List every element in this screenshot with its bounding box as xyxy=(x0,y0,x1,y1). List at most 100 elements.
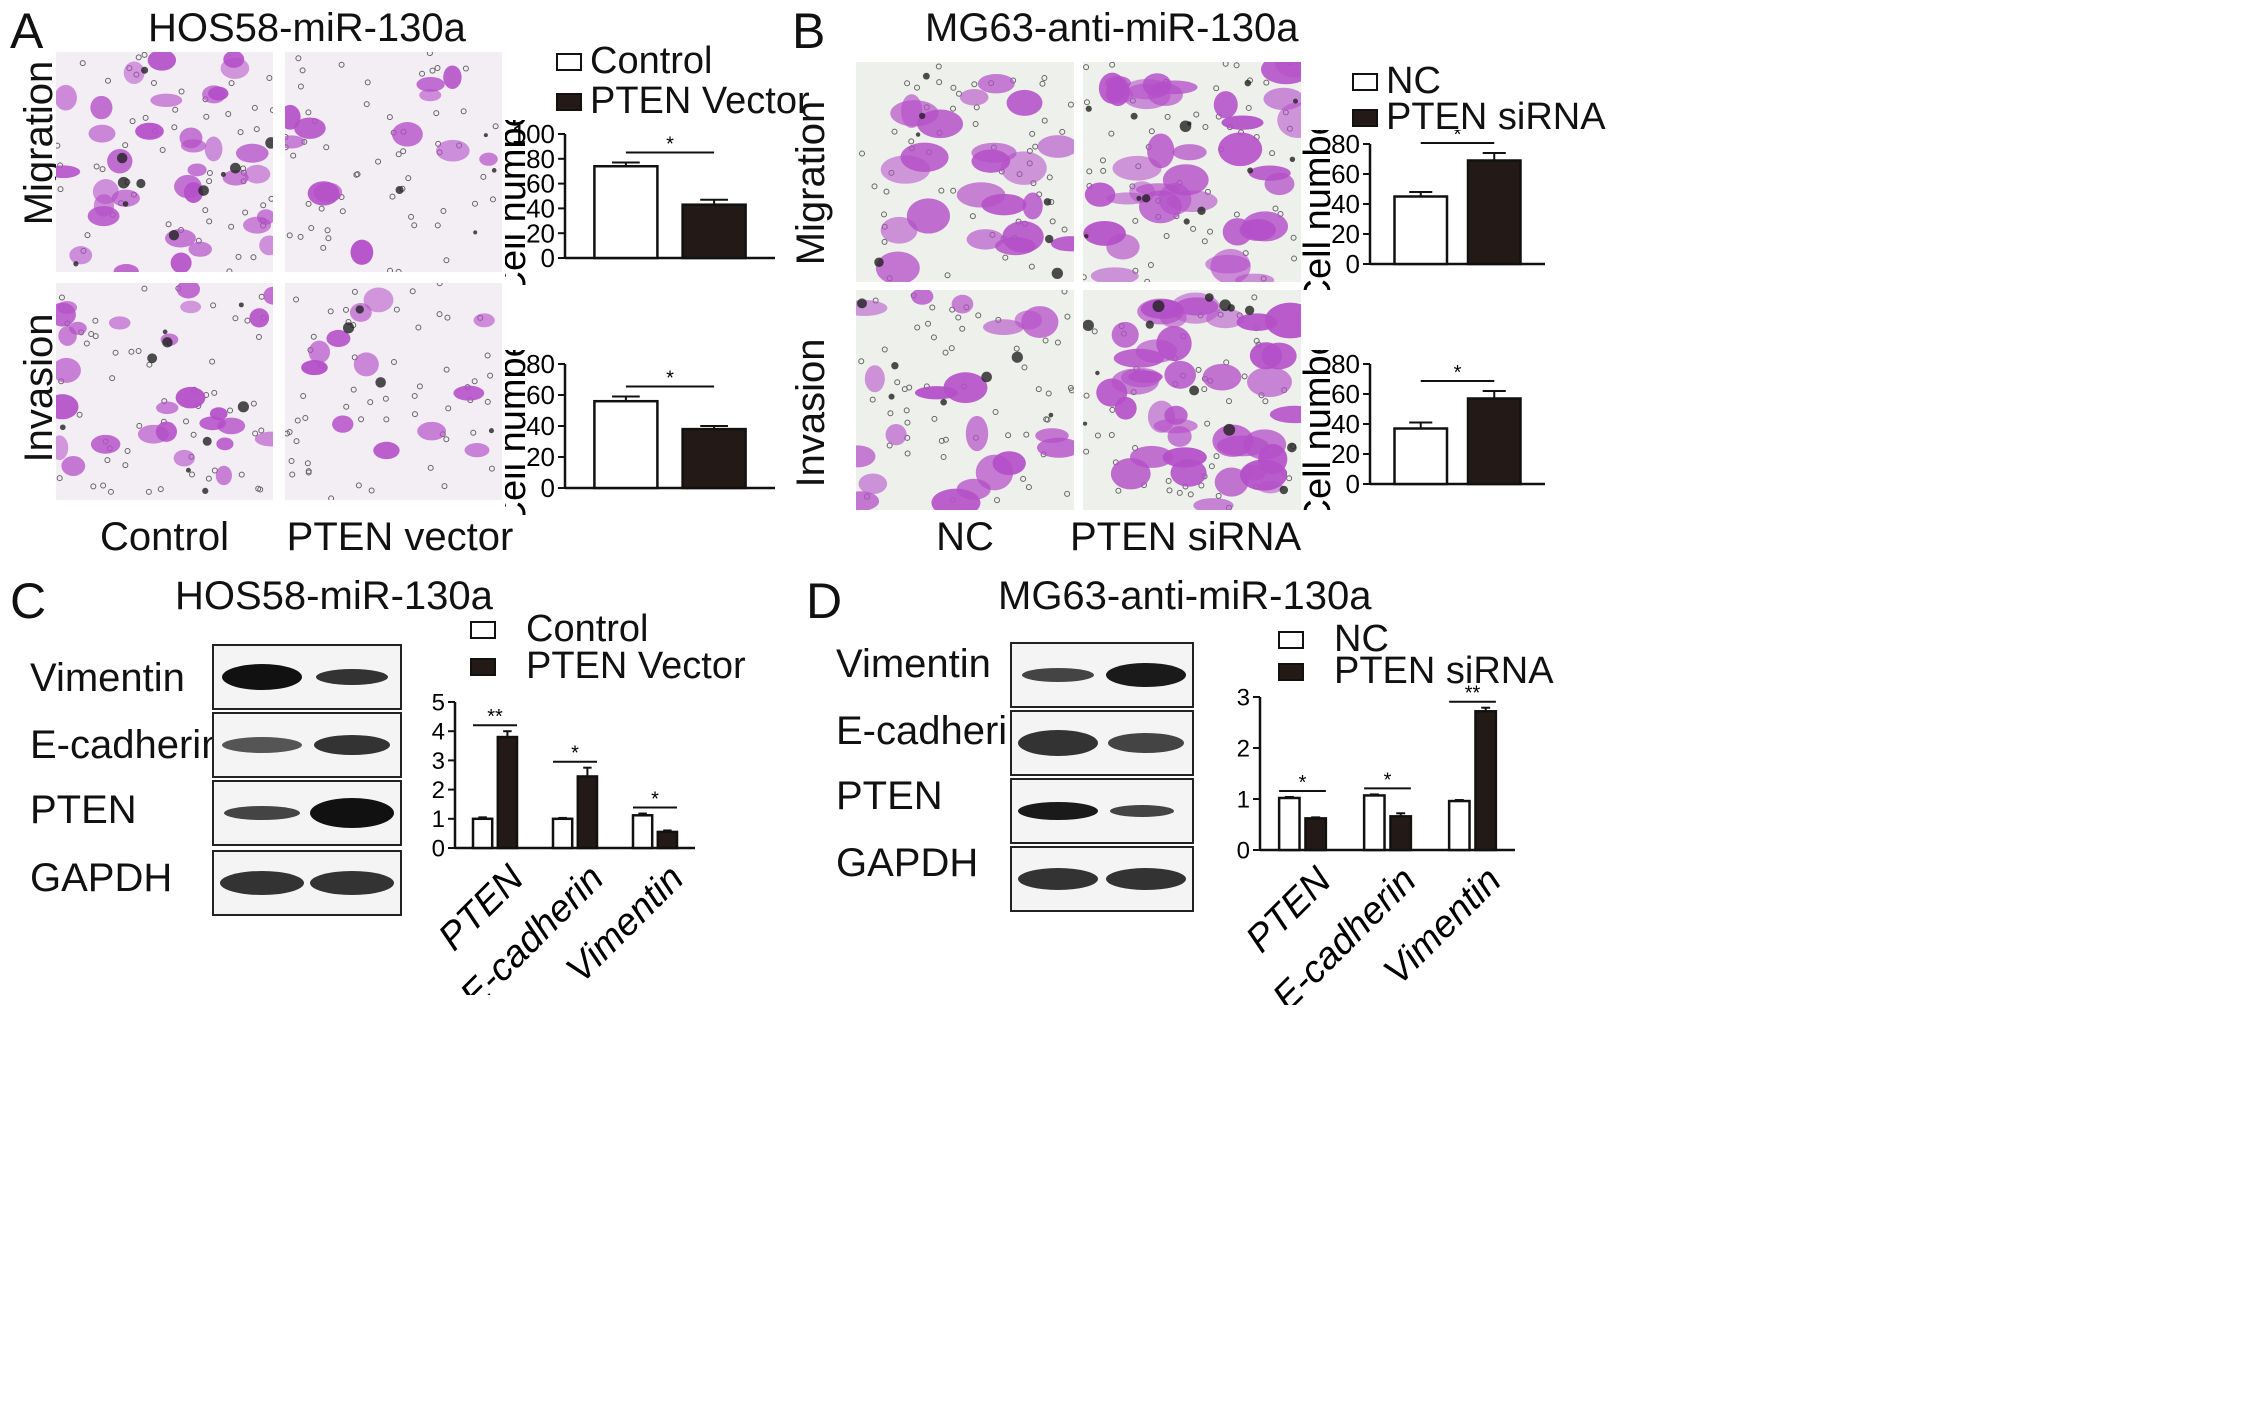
micrograph-a-invasion-pten xyxy=(285,283,502,500)
panel-a-letter: A xyxy=(10,3,44,59)
y-tick-label: 60 xyxy=(526,380,555,410)
y-tick-label: 40 xyxy=(1331,189,1360,219)
legend-b-sirna: PTEN siRNA xyxy=(1352,96,1606,139)
y-tick-label: 3 xyxy=(432,748,445,775)
significance-marker: * xyxy=(1384,769,1392,791)
panel-d-letter: D xyxy=(806,573,843,629)
panel-d-title: MG63-anti-miR-130a xyxy=(998,574,1372,618)
legend-swatch-filled xyxy=(1352,108,1378,127)
y-axis-label: Cell number xyxy=(1300,130,1339,290)
bar-filled xyxy=(1466,397,1522,486)
row-label-invasion-b: Invasion xyxy=(789,338,833,488)
legend-swatch-open xyxy=(556,52,582,71)
legend-d-nc: NC xyxy=(1278,618,1389,661)
blot-label-pten-d: PTEN xyxy=(836,774,943,818)
bar-filled xyxy=(1474,710,1498,852)
micrograph-a-migration-control xyxy=(56,52,273,272)
micrograph-a-migration-pten xyxy=(285,52,502,272)
y-tick-label: 80 xyxy=(1331,130,1360,159)
legend-swatch-filled xyxy=(1278,662,1304,681)
bar-open xyxy=(1277,796,1301,852)
panel-b-title: MG63-anti-miR-130a xyxy=(925,6,1299,50)
y-tick-label: 0 xyxy=(1346,469,1360,499)
bar-open xyxy=(551,817,574,850)
bar-open xyxy=(1393,427,1449,486)
legend-a-control: Control xyxy=(556,40,713,83)
bar-open xyxy=(471,817,494,850)
panel-c-title: HOS58-miR-130a xyxy=(175,574,493,618)
panel-c-letter: C xyxy=(10,573,47,629)
blot-label-ecadherin-d: E-cadherin xyxy=(836,709,1030,753)
y-tick-label: 20 xyxy=(526,442,555,472)
significance-marker: * xyxy=(651,789,659,811)
legend-c-pten: PTEN Vector xyxy=(470,645,746,688)
bar-filled xyxy=(1304,817,1328,852)
legend-c-control: Control xyxy=(470,608,649,651)
blot-d-pten xyxy=(1010,778,1194,844)
blot-c-pten xyxy=(212,780,402,846)
significance-marker: * xyxy=(666,368,674,390)
significance-marker: ** xyxy=(487,706,503,728)
significance-marker: * xyxy=(1299,772,1307,794)
bar-open xyxy=(1393,195,1449,266)
bar-filled xyxy=(656,830,679,850)
y-tick-label: 0 xyxy=(1346,249,1360,279)
y-tick-label: 40 xyxy=(526,411,555,441)
y-tick-label: 20 xyxy=(526,218,555,248)
y-axis-label: Cell number xyxy=(1300,350,1339,510)
blot-label-ecadherin: E-cadherin xyxy=(30,723,224,767)
blot-d-gapdh xyxy=(1010,846,1194,912)
bar-open xyxy=(593,399,659,490)
blot-label-pten: PTEN xyxy=(30,788,137,832)
y-tick-label: 0 xyxy=(432,835,445,862)
y-tick-label: 20 xyxy=(1331,439,1360,469)
y-tick-label: 5 xyxy=(432,690,445,716)
bar-open xyxy=(1362,794,1386,852)
y-tick-label: 1 xyxy=(432,806,445,833)
blot-c-vimentin xyxy=(212,644,402,710)
blot-label-gapdh: GAPDH xyxy=(30,856,173,900)
y-tick-label: 20 xyxy=(1331,219,1360,249)
bar-filled xyxy=(496,735,519,850)
significance-marker: ** xyxy=(1465,685,1481,705)
bar-filled xyxy=(681,427,747,490)
y-tick-label: 60 xyxy=(1331,379,1360,409)
y-tick-label: 2 xyxy=(1237,735,1250,762)
y-tick-label: 0 xyxy=(541,473,555,503)
bar-open xyxy=(1447,799,1471,852)
bar-open xyxy=(593,164,659,260)
chart-a-migration: 020406080100Cell number * xyxy=(505,120,775,285)
micrograph-b-invasion-sirna xyxy=(1083,290,1301,510)
bar-open xyxy=(631,814,654,850)
blot-label-gapdh-d: GAPDH xyxy=(836,841,979,885)
legend-swatch-filled xyxy=(556,92,582,111)
col-label-pten-vector: PTEN vector xyxy=(286,515,514,559)
y-tick-label: 3 xyxy=(1237,685,1250,711)
blot-d-vimentin xyxy=(1010,642,1194,708)
y-tick-label: 0 xyxy=(541,243,555,273)
significance-marker: * xyxy=(571,743,579,765)
col-label-nc: NC xyxy=(936,515,994,559)
y-axis-label: Cell number xyxy=(505,350,534,515)
y-tick-label: 40 xyxy=(1331,409,1360,439)
legend-swatch-open xyxy=(1278,630,1304,649)
micrograph-b-migration-nc xyxy=(856,62,1074,282)
y-tick-label: 40 xyxy=(526,194,555,224)
y-tick-label: 100 xyxy=(512,120,555,149)
blot-label-vimentin-d: Vimentin xyxy=(836,642,991,686)
legend-b-nc: NC xyxy=(1352,60,1441,103)
y-tick-label: 80 xyxy=(526,144,555,174)
micrograph-b-migration-sirna xyxy=(1083,62,1301,282)
blot-label-vimentin: Vimentin xyxy=(30,656,185,700)
bar-filled xyxy=(1466,159,1522,266)
blot-c-ecadherin xyxy=(212,712,402,778)
blot-c-gapdh xyxy=(212,850,402,916)
significance-marker: * xyxy=(1454,130,1462,146)
bar-filled xyxy=(576,775,599,850)
y-axis-label: Cell number xyxy=(505,120,534,285)
blot-d-ecadherin xyxy=(1010,710,1194,776)
